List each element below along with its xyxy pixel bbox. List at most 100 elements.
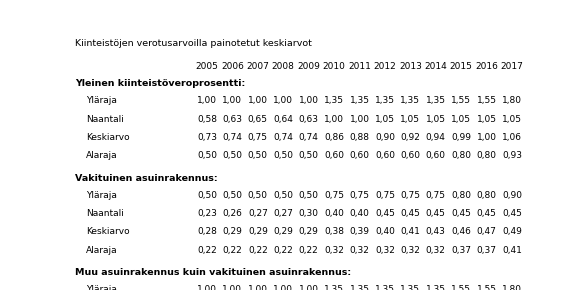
Text: 0,22: 0,22 <box>273 246 293 255</box>
Text: 0,60: 0,60 <box>324 151 344 160</box>
Text: Naantali: Naantali <box>86 115 124 124</box>
Text: 1,00: 1,00 <box>349 115 370 124</box>
Text: 0,74: 0,74 <box>223 133 242 142</box>
Text: 0,74: 0,74 <box>299 133 319 142</box>
Text: 0,63: 0,63 <box>223 115 242 124</box>
Text: Vakituinen asuinrakennus:: Vakituinen asuinrakennus: <box>75 174 218 183</box>
Text: 0,30: 0,30 <box>298 209 319 218</box>
Text: 0,50: 0,50 <box>197 191 217 200</box>
Text: 0,60: 0,60 <box>349 151 370 160</box>
Text: 0,29: 0,29 <box>273 227 293 236</box>
Text: 0,88: 0,88 <box>349 133 370 142</box>
Text: 1,00: 1,00 <box>273 96 293 105</box>
Text: Keskiarvo: Keskiarvo <box>86 227 129 236</box>
Text: 2006: 2006 <box>221 61 244 70</box>
Text: Alaraja: Alaraja <box>86 151 117 160</box>
Text: 0,93: 0,93 <box>502 151 522 160</box>
Text: 0,64: 0,64 <box>273 115 293 124</box>
Text: 0,37: 0,37 <box>451 246 471 255</box>
Text: 1,35: 1,35 <box>400 96 420 105</box>
Text: 2008: 2008 <box>272 61 295 70</box>
Text: Yleinen kiinteistöveroprosentti:: Yleinen kiinteistöveroprosentti: <box>75 79 245 88</box>
Text: 0,50: 0,50 <box>298 151 319 160</box>
Text: 0,86: 0,86 <box>324 133 344 142</box>
Text: 0,92: 0,92 <box>401 133 420 142</box>
Text: 0,32: 0,32 <box>375 246 395 255</box>
Text: 1,00: 1,00 <box>477 133 496 142</box>
Text: 0,32: 0,32 <box>426 246 446 255</box>
Text: 0,40: 0,40 <box>350 209 370 218</box>
Text: 0,38: 0,38 <box>324 227 344 236</box>
Text: Muu asuinrakennus kuin vakituinen asuinrakennus:: Muu asuinrakennus kuin vakituinen asuinr… <box>75 268 352 277</box>
Text: 0,50: 0,50 <box>248 151 268 160</box>
Text: 0,27: 0,27 <box>273 209 293 218</box>
Text: 0,45: 0,45 <box>426 209 446 218</box>
Text: 1,06: 1,06 <box>502 133 522 142</box>
Text: 0,49: 0,49 <box>502 227 522 236</box>
Text: 1,00: 1,00 <box>248 96 268 105</box>
Text: 0,32: 0,32 <box>401 246 420 255</box>
Text: 0,65: 0,65 <box>248 115 268 124</box>
Text: 2015: 2015 <box>450 61 472 70</box>
Text: 1,00: 1,00 <box>273 285 293 290</box>
Text: 0,50: 0,50 <box>197 151 217 160</box>
Text: 1,35: 1,35 <box>426 96 446 105</box>
Text: 1,55: 1,55 <box>477 96 496 105</box>
Text: 1,35: 1,35 <box>324 96 344 105</box>
Text: 0,75: 0,75 <box>375 191 395 200</box>
Text: 0,29: 0,29 <box>248 227 268 236</box>
Text: Kiinteistöjen verotusarvoilla painotetut keskiarvot: Kiinteistöjen verotusarvoilla painotetut… <box>75 39 312 48</box>
Text: 0,73: 0,73 <box>197 133 217 142</box>
Text: 0,37: 0,37 <box>477 246 496 255</box>
Text: 0,45: 0,45 <box>375 209 395 218</box>
Text: Naantali: Naantali <box>86 209 124 218</box>
Text: 1,00: 1,00 <box>197 96 217 105</box>
Text: Yläraja: Yläraja <box>86 285 117 290</box>
Text: 1,55: 1,55 <box>451 285 471 290</box>
Text: 2013: 2013 <box>399 61 422 70</box>
Text: 0,80: 0,80 <box>477 191 496 200</box>
Text: 1,05: 1,05 <box>502 115 522 124</box>
Text: Yläraja: Yläraja <box>86 191 117 200</box>
Text: 1,05: 1,05 <box>426 115 446 124</box>
Text: 0,32: 0,32 <box>350 246 370 255</box>
Text: 0,50: 0,50 <box>273 191 293 200</box>
Text: 1,00: 1,00 <box>223 96 242 105</box>
Text: 0,22: 0,22 <box>197 246 217 255</box>
Text: 2009: 2009 <box>297 61 320 70</box>
Text: 0,45: 0,45 <box>401 209 420 218</box>
Text: 1,35: 1,35 <box>426 285 446 290</box>
Text: 1,80: 1,80 <box>502 285 522 290</box>
Text: 1,05: 1,05 <box>375 115 395 124</box>
Text: 1,35: 1,35 <box>375 96 395 105</box>
Text: 0,60: 0,60 <box>426 151 446 160</box>
Text: 0,46: 0,46 <box>451 227 471 236</box>
Text: 0,23: 0,23 <box>197 209 217 218</box>
Text: Alaraja: Alaraja <box>86 246 117 255</box>
Text: 0,74: 0,74 <box>273 133 293 142</box>
Text: 0,75: 0,75 <box>400 191 420 200</box>
Text: 0,45: 0,45 <box>477 209 496 218</box>
Text: 2010: 2010 <box>322 61 346 70</box>
Text: 2016: 2016 <box>475 61 498 70</box>
Text: 0,94: 0,94 <box>426 133 446 142</box>
Text: 0,40: 0,40 <box>375 227 395 236</box>
Text: 1,80: 1,80 <box>502 96 522 105</box>
Text: 1,55: 1,55 <box>451 96 471 105</box>
Text: 0,45: 0,45 <box>451 209 471 218</box>
Text: 0,40: 0,40 <box>324 209 344 218</box>
Text: 0,41: 0,41 <box>502 246 522 255</box>
Text: 0,75: 0,75 <box>349 191 370 200</box>
Text: 0,80: 0,80 <box>451 191 471 200</box>
Text: 0,32: 0,32 <box>324 246 344 255</box>
Text: 0,58: 0,58 <box>197 115 217 124</box>
Text: 1,55: 1,55 <box>477 285 496 290</box>
Text: 0,80: 0,80 <box>451 151 471 160</box>
Text: 2011: 2011 <box>348 61 371 70</box>
Text: Keskiarvo: Keskiarvo <box>86 133 129 142</box>
Text: 0,80: 0,80 <box>477 151 496 160</box>
Text: 1,05: 1,05 <box>477 115 496 124</box>
Text: 0,29: 0,29 <box>223 227 242 236</box>
Text: 2007: 2007 <box>246 61 269 70</box>
Text: 0,90: 0,90 <box>502 191 522 200</box>
